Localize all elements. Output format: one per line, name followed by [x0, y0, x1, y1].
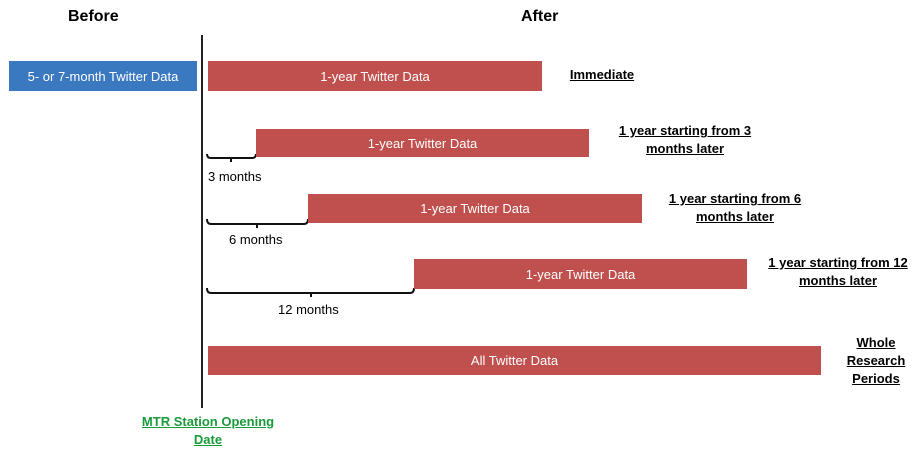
scenario-label: 1 year starting from 6 months later	[669, 190, 801, 226]
data-bar: 1-year Twitter Data	[308, 194, 642, 223]
opening-date-label: MTR Station Opening Date	[142, 413, 274, 449]
delay-label: 3 months	[208, 169, 262, 184]
data-bar: 1-year Twitter Data	[208, 61, 542, 91]
bracket	[206, 153, 257, 162]
label-line: Periods	[852, 371, 900, 386]
label-line: Research	[846, 353, 906, 368]
delay-label: 6 months	[229, 232, 283, 247]
scenario-label: Whole Research Periods	[847, 334, 906, 388]
label-line: Date	[193, 432, 223, 447]
label-line: 1 year starting from 3	[618, 123, 752, 138]
data-bar: All Twitter Data	[208, 346, 821, 375]
opening-line	[201, 35, 203, 408]
label-line: months later	[695, 209, 774, 224]
scenario-label: 1 year starting from 12 months later	[768, 254, 907, 290]
label-line: months later	[798, 273, 878, 288]
before-header: Before	[68, 8, 119, 25]
data-bar: 1-year Twitter Data	[256, 129, 589, 157]
label-line: 1 year starting from 6	[668, 191, 802, 206]
scenario-label: 1 year starting from 3 months later	[619, 122, 751, 158]
bracket	[206, 218, 309, 228]
before-box: 5- or 7-month Twitter Data	[9, 61, 197, 91]
scenario-label: Immediate	[570, 66, 634, 84]
bracket	[206, 287, 415, 297]
label-line: 1 year starting from 12	[768, 255, 908, 270]
delay-label: 12 months	[278, 302, 339, 317]
label-line: MTR Station Opening	[141, 414, 275, 429]
after-header: After	[521, 8, 559, 25]
label-line: Whole	[856, 335, 896, 350]
label-line: Immediate	[569, 67, 635, 82]
label-line: months later	[645, 141, 724, 156]
data-bar: 1-year Twitter Data	[414, 259, 747, 289]
